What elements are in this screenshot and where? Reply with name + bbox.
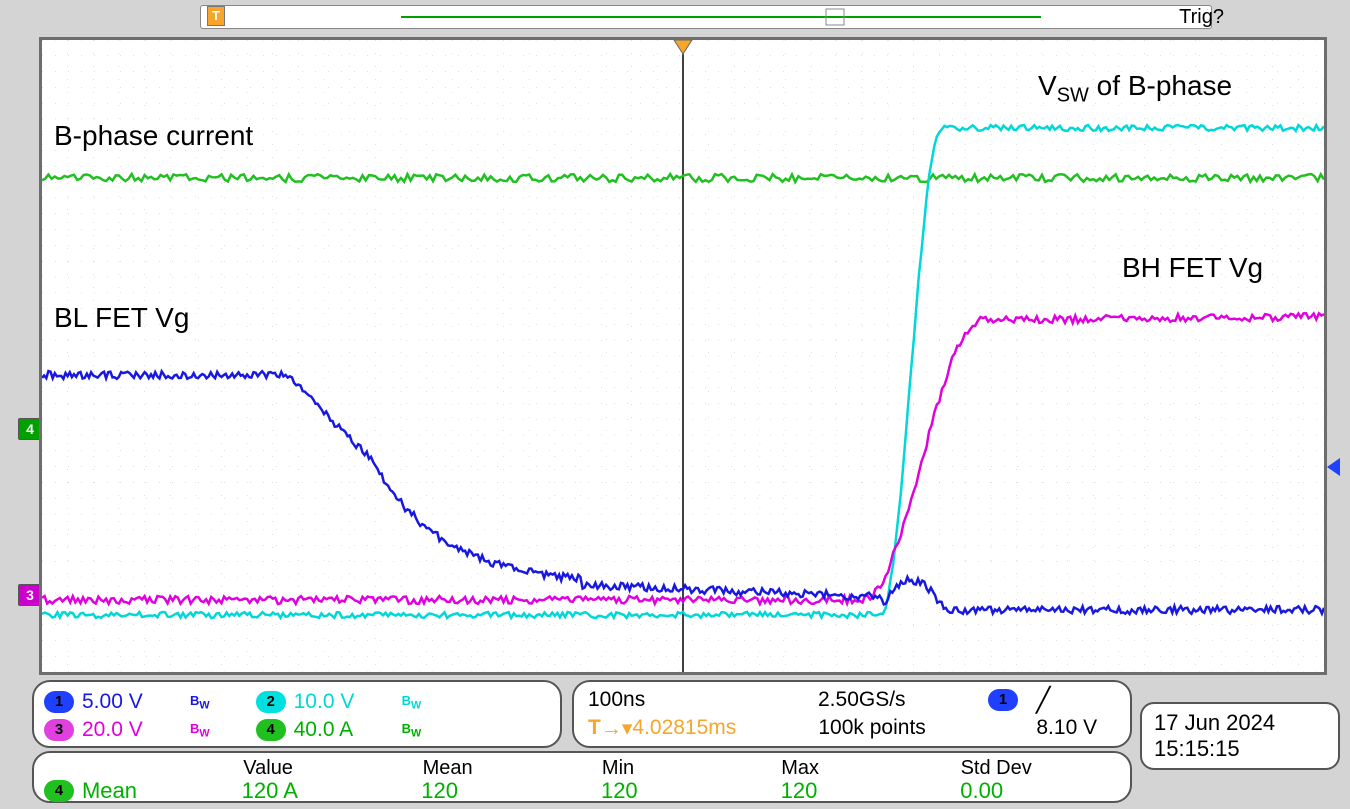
meas-mean: 120	[421, 778, 601, 804]
hdr-value: Value	[243, 757, 422, 779]
ch1-badge: 1	[44, 691, 74, 713]
ch-row-1: 1 5.00 V BW 2 10.0 V BW	[44, 688, 550, 716]
hdr-max: Max	[781, 757, 960, 779]
acq-bar-svg	[201, 6, 1211, 28]
meas-ch-badge: 4	[44, 780, 74, 802]
channel-scale-panel: 1 5.00 V BW 2 10.0 V BW 3 20.0 V BW 4 40…	[32, 680, 562, 748]
waveform-plot	[39, 37, 1327, 675]
ch2-badge: 2	[256, 691, 286, 713]
delay-prefix: T	[588, 716, 601, 740]
meas-max: 120	[781, 778, 961, 804]
date-line1: 17 Jun 2024	[1154, 710, 1326, 736]
meas-name: Mean	[82, 778, 242, 804]
meas-value: 120 A	[242, 778, 422, 804]
trig-level: 8.10 V	[1036, 716, 1097, 740]
hdr-std: Std Dev	[961, 757, 1120, 779]
ch4-badge: 4	[256, 719, 286, 741]
ch3-scale: 20.0 V	[82, 718, 182, 742]
trig-status: Trig?	[1179, 6, 1224, 29]
delay-value: 4.02815ms	[632, 716, 818, 740]
sample-rate: 2.50GS/s	[818, 688, 988, 712]
timebase-div: 100ns	[588, 688, 818, 712]
plot-svg	[42, 40, 1324, 672]
ch4-scale: 40.0 A	[294, 718, 394, 742]
trigger-pos-marker: T	[207, 6, 225, 26]
ch3-bw-icon: BW	[190, 721, 210, 740]
right-trig-marker	[1327, 458, 1340, 476]
record-points: 100k points	[818, 716, 988, 740]
acquisition-bar	[200, 5, 1212, 29]
ch-row-2: 3 20.0 V BW 4 40.0 A BW	[44, 716, 550, 744]
ch1-scale: 5.00 V	[82, 690, 182, 714]
ch1-bw-icon: BW	[190, 693, 210, 712]
trig-ch-badge: 1	[988, 689, 1018, 711]
measurement-panel: Value Mean Min Max Std Dev 4 Mean 120 A …	[32, 751, 1132, 803]
delay-arrow: →▾	[601, 716, 633, 741]
date-line2: 15:15:15	[1154, 736, 1326, 762]
ch3-badge: 3	[44, 719, 74, 741]
ch4-bw-icon: BW	[402, 721, 422, 740]
trig-slope-icon: ╱	[1036, 686, 1050, 715]
meas-std: 0.00	[960, 778, 1120, 804]
ch2-scale: 10.0 V	[294, 690, 394, 714]
hdr-min: Min	[602, 757, 781, 779]
timebase-panel: 100ns 2.50GS/s 1 ╱ T →▾ 4.02815ms 100k p…	[572, 680, 1132, 748]
meas-min: 120	[601, 778, 781, 804]
hdr-mean: Mean	[423, 757, 602, 779]
ch2-bw-icon: BW	[402, 693, 422, 712]
date-panel: 17 Jun 2024 15:15:15	[1140, 702, 1340, 770]
